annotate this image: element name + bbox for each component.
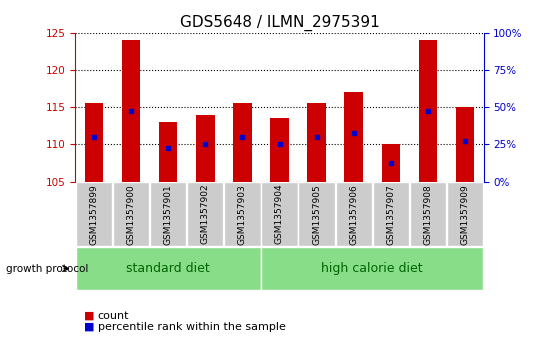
FancyBboxPatch shape [335,182,372,246]
Title: GDS5648 / ILMN_2975391: GDS5648 / ILMN_2975391 [179,15,380,31]
FancyBboxPatch shape [299,182,335,246]
Bar [196,115,215,182]
Text: standard diet: standard diet [126,262,210,275]
Text: count: count [98,311,129,321]
Text: GSM1357908: GSM1357908 [423,184,433,245]
Text: GSM1357904: GSM1357904 [275,184,284,245]
FancyBboxPatch shape [373,182,409,246]
Text: GSM1357900: GSM1357900 [126,184,136,245]
Bar [122,40,140,182]
Bar [381,144,400,182]
Bar [159,122,178,182]
FancyBboxPatch shape [150,182,186,246]
FancyBboxPatch shape [410,182,446,246]
Text: GSM1357906: GSM1357906 [349,184,358,245]
Bar [456,107,474,182]
FancyBboxPatch shape [113,182,149,246]
Text: high calorie diet: high calorie diet [321,262,423,275]
Bar [233,103,252,182]
FancyBboxPatch shape [261,182,298,246]
Text: GSM1357907: GSM1357907 [386,184,395,245]
Text: GSM1357903: GSM1357903 [238,184,247,245]
Text: ■: ■ [84,311,94,321]
FancyBboxPatch shape [76,247,260,290]
Bar [344,92,363,182]
Text: GSM1357905: GSM1357905 [312,184,321,245]
Text: GSM1357902: GSM1357902 [201,184,210,245]
FancyBboxPatch shape [261,247,483,290]
FancyBboxPatch shape [224,182,260,246]
Text: ■: ■ [84,322,94,332]
Text: GSM1357899: GSM1357899 [89,184,98,245]
Bar [85,103,103,182]
Text: growth protocol: growth protocol [6,264,88,274]
Text: percentile rank within the sample: percentile rank within the sample [98,322,286,332]
Bar [270,118,289,182]
Bar [419,40,437,182]
FancyBboxPatch shape [76,182,112,246]
Text: GSM1357909: GSM1357909 [461,184,470,245]
Text: GSM1357901: GSM1357901 [164,184,173,245]
FancyBboxPatch shape [447,182,483,246]
Bar [307,103,326,182]
FancyBboxPatch shape [187,182,224,246]
